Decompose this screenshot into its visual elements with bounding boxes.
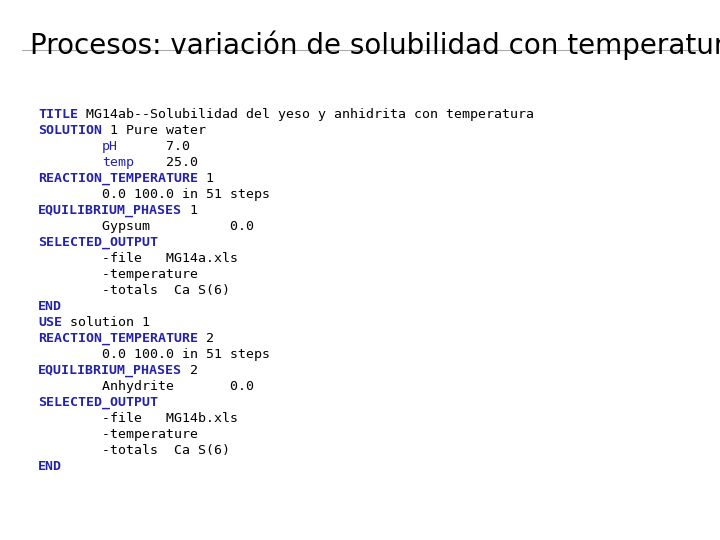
- Text: 2: 2: [198, 332, 214, 345]
- Text: 1 Pure water: 1 Pure water: [102, 124, 206, 137]
- Text: REACTION_TEMPERATURE: REACTION_TEMPERATURE: [38, 172, 198, 185]
- Text: 25.0: 25.0: [134, 156, 198, 169]
- Text: EQUILIBRIUM_PHASES: EQUILIBRIUM_PHASES: [38, 364, 182, 377]
- Text: USE: USE: [38, 316, 62, 329]
- Text: SELECTED_OUTPUT: SELECTED_OUTPUT: [38, 236, 158, 249]
- Text: END: END: [38, 300, 62, 313]
- Text: Gypsum          0.0: Gypsum 0.0: [38, 220, 254, 233]
- Text: -temperature: -temperature: [38, 268, 198, 281]
- Text: -totals  Ca S(6): -totals Ca S(6): [38, 444, 230, 457]
- Text: Procesos: variación de solubilidad con temperatura: Procesos: variación de solubilidad con t…: [30, 30, 720, 59]
- Text: TITLE: TITLE: [38, 108, 78, 121]
- Text: SELECTED_OUTPUT: SELECTED_OUTPUT: [38, 396, 158, 409]
- Text: 0.0 100.0 in 51 steps: 0.0 100.0 in 51 steps: [38, 188, 270, 201]
- Text: solution 1: solution 1: [62, 316, 150, 329]
- Text: MG14ab--Solubilidad del yeso y anhidrita con temperatura: MG14ab--Solubilidad del yeso y anhidrita…: [78, 108, 534, 121]
- Text: -file   MG14b.xls: -file MG14b.xls: [38, 412, 238, 425]
- Text: 2: 2: [182, 364, 198, 377]
- Text: SOLUTION: SOLUTION: [38, 124, 102, 137]
- Text: temp: temp: [102, 156, 134, 169]
- Text: -temperature: -temperature: [38, 428, 198, 441]
- Text: 1: 1: [182, 204, 198, 217]
- Text: -file   MG14a.xls: -file MG14a.xls: [38, 252, 238, 265]
- Text: REACTION_TEMPERATURE: REACTION_TEMPERATURE: [38, 332, 198, 345]
- Text: pH: pH: [102, 140, 118, 153]
- Text: END: END: [38, 460, 62, 473]
- Text: Anhydrite       0.0: Anhydrite 0.0: [38, 380, 254, 393]
- Text: -totals  Ca S(6): -totals Ca S(6): [38, 284, 230, 297]
- Text: 1: 1: [198, 172, 214, 185]
- Text: 0.0 100.0 in 51 steps: 0.0 100.0 in 51 steps: [38, 348, 270, 361]
- Text: EQUILIBRIUM_PHASES: EQUILIBRIUM_PHASES: [38, 204, 182, 217]
- Text: 7.0: 7.0: [118, 140, 190, 153]
